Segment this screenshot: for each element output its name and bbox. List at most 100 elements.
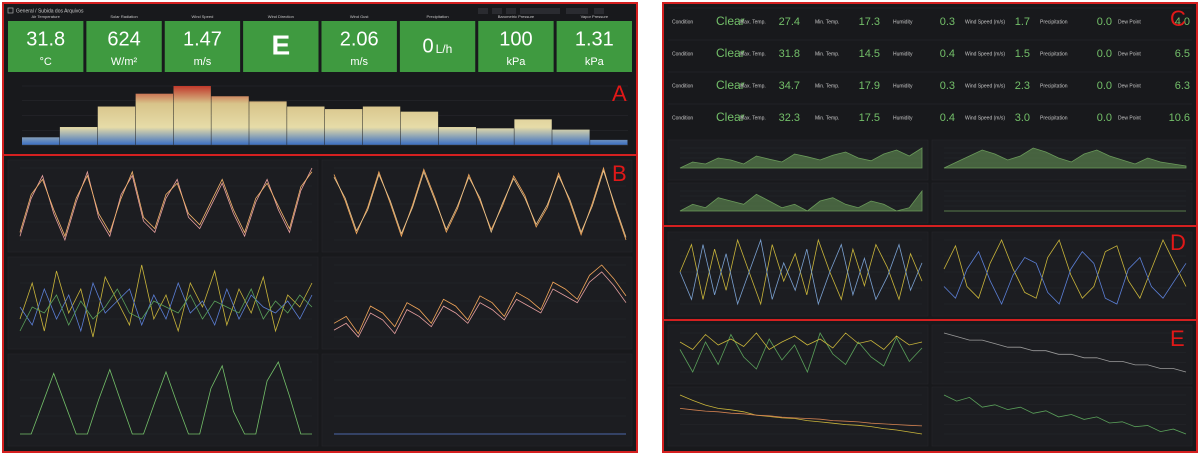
histogram-bar bbox=[135, 93, 173, 145]
toolbar-button[interactable] bbox=[594, 8, 604, 14]
histogram-bar bbox=[173, 86, 211, 145]
toolbar-button[interactable] bbox=[566, 8, 588, 14]
weather-label: Condition bbox=[672, 19, 693, 25]
section-label: D bbox=[1170, 230, 1186, 255]
chart-panel bbox=[321, 353, 633, 447]
line-series bbox=[943, 394, 1187, 435]
stat-unit: m/s bbox=[350, 56, 368, 68]
weather-value: 1.5 bbox=[1015, 48, 1030, 60]
chart-panel bbox=[667, 182, 929, 224]
chart-panel bbox=[321, 256, 633, 350]
chart-panel bbox=[667, 231, 929, 317]
dashboard-icon[interactable] bbox=[7, 7, 14, 14]
line-series bbox=[943, 239, 1187, 300]
histogram-bar bbox=[476, 128, 514, 145]
weather-label: Condition bbox=[672, 115, 693, 121]
chart-panel bbox=[7, 353, 319, 447]
stat-value: E bbox=[271, 29, 290, 60]
line-series bbox=[19, 264, 313, 338]
weather-value: 3.0 bbox=[1015, 112, 1030, 124]
weather-value: 14.5 bbox=[859, 48, 880, 60]
weather-value: 0.0 bbox=[1097, 48, 1112, 60]
right-panel bbox=[662, 2, 1198, 453]
line-series bbox=[333, 264, 627, 335]
stat-unit: W/m² bbox=[111, 56, 138, 68]
weather-value: 17.9 bbox=[859, 80, 880, 92]
weather-label: Wind Speed (m/s) bbox=[965, 115, 1005, 121]
line-series bbox=[679, 332, 923, 351]
weather-label: Precipitation bbox=[1040, 51, 1068, 57]
histogram-bar bbox=[287, 106, 325, 145]
weather-value: 17.3 bbox=[859, 16, 880, 28]
toolbar-button[interactable] bbox=[492, 8, 502, 14]
section-label: A bbox=[612, 81, 627, 106]
stat-title: Air Temperature bbox=[31, 14, 60, 19]
area-series bbox=[679, 189, 923, 212]
line-series bbox=[943, 250, 1187, 305]
weather-label: Condition bbox=[672, 83, 693, 89]
chart-panel bbox=[321, 159, 633, 253]
weather-value: 0.0 bbox=[1097, 16, 1112, 28]
line-series bbox=[679, 394, 923, 435]
weather-value: 27.4 bbox=[779, 16, 800, 28]
stat-value: 624 bbox=[107, 28, 140, 50]
area-series bbox=[943, 147, 1187, 169]
weather-label: Dew Point bbox=[1118, 19, 1141, 25]
section-label: C bbox=[1170, 6, 1186, 31]
weather-label: Humidity bbox=[893, 19, 913, 25]
line-series bbox=[679, 238, 923, 306]
toolbar-button[interactable] bbox=[506, 8, 516, 14]
line-series bbox=[679, 332, 923, 374]
weather-label: Min. Temp. bbox=[815, 83, 839, 89]
weather-value: 2.3 bbox=[1015, 80, 1030, 92]
weather-label: Wind Speed (m/s) bbox=[965, 51, 1005, 57]
section-label: E bbox=[1170, 326, 1185, 351]
stat-title: Wind Direction bbox=[268, 14, 294, 19]
weather-value: 0.4 bbox=[940, 48, 955, 60]
stat-title: Wind Speed bbox=[192, 14, 214, 19]
chart-panel bbox=[931, 231, 1193, 317]
condition-value: Clear bbox=[716, 110, 745, 124]
line-series bbox=[19, 281, 313, 333]
line-series bbox=[679, 408, 923, 427]
stat-tile bbox=[478, 21, 554, 72]
breadcrumb[interactable]: General / Subida dos Arquivos bbox=[16, 8, 84, 14]
section-label: B bbox=[612, 161, 627, 186]
stat-title: Solar Radiation bbox=[110, 14, 137, 19]
chart-panel bbox=[7, 256, 319, 350]
weather-value: 10.6 bbox=[1169, 112, 1190, 124]
histogram-bar bbox=[590, 139, 628, 145]
weather-label: Humidity bbox=[893, 115, 913, 121]
weather-label: Dew Point bbox=[1118, 83, 1141, 89]
stat-title: Wind Gust bbox=[350, 14, 370, 19]
stat-tile bbox=[556, 21, 632, 72]
histogram-bar bbox=[362, 106, 401, 145]
weather-value: 0.3 bbox=[940, 80, 955, 92]
line-series bbox=[333, 271, 627, 338]
histogram-bar bbox=[514, 119, 552, 145]
condition-value: Clear bbox=[716, 78, 745, 92]
chart-panel bbox=[667, 324, 929, 385]
stat-tile bbox=[164, 21, 241, 72]
histogram-bar bbox=[59, 127, 98, 145]
weather-value: 32.3 bbox=[779, 112, 800, 124]
stat-tile bbox=[243, 21, 319, 72]
histogram-bar bbox=[22, 137, 60, 145]
area-series bbox=[679, 147, 923, 169]
weather-value: 31.8 bbox=[779, 48, 800, 60]
stat-value: 1.47 bbox=[183, 28, 222, 50]
stat-value: 100 bbox=[499, 28, 532, 50]
weather-value: 0.4 bbox=[940, 112, 955, 124]
toolbar-button[interactable] bbox=[478, 8, 488, 14]
time-picker[interactable] bbox=[520, 8, 560, 14]
weather-label: Wind Speed (m/s) bbox=[965, 19, 1005, 25]
chart-panel bbox=[667, 386, 929, 447]
weather-label: Max. Temp. bbox=[740, 115, 766, 121]
condition-value: Clear bbox=[716, 46, 745, 60]
weather-label: Precipitation bbox=[1040, 83, 1068, 89]
line-series bbox=[943, 332, 1187, 373]
weather-value: 0.0 bbox=[1097, 112, 1112, 124]
stat-tile bbox=[399, 21, 476, 72]
weather-label: Wind Speed (m/s) bbox=[965, 83, 1005, 89]
